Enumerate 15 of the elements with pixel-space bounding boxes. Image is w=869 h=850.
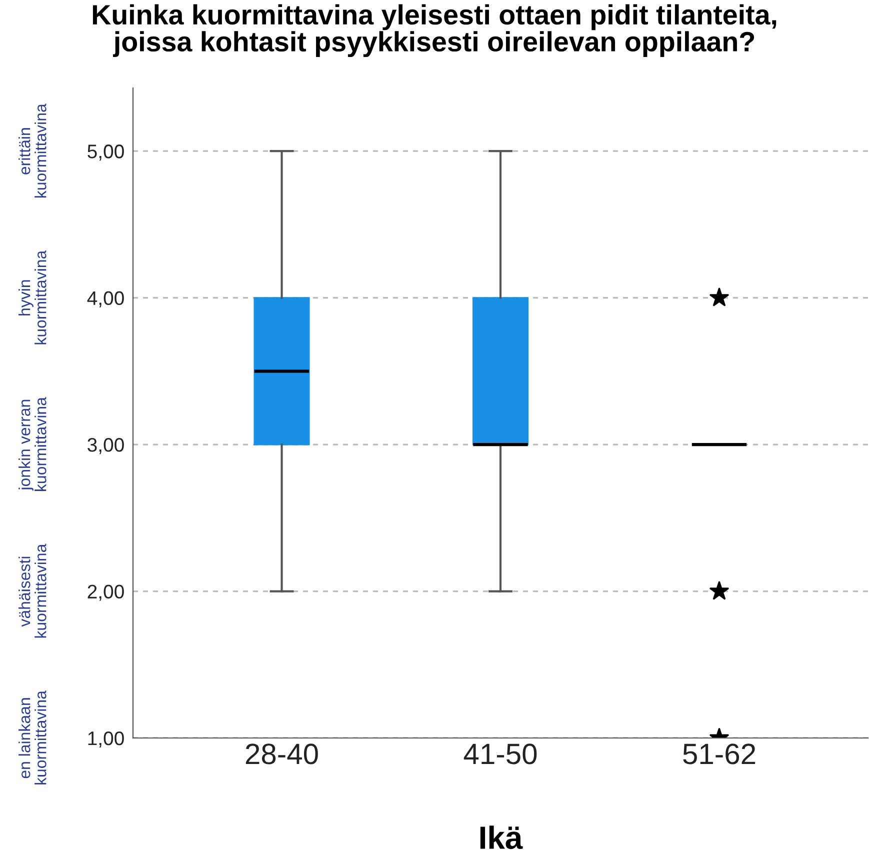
y-tick-label: 5,00 <box>88 144 124 161</box>
y-tick-label: 2,00 <box>88 584 124 601</box>
text: vähäisesti kuormittavina <box>18 544 46 638</box>
x-axis-title: Ikä <box>480 826 523 850</box>
x-tick-label: 28-40 <box>246 744 318 764</box>
text: jonkin verran kuormittavina <box>18 397 46 491</box>
y-tick-label: 4,00 <box>87 291 124 308</box>
y-tick-label: 3,00 <box>88 438 124 454</box>
text: erittäin kuormittavina <box>18 104 46 198</box>
x-tick-label: 51-62 <box>683 744 756 764</box>
text: en lainkaan kuormittavina <box>18 690 46 784</box>
text: hyvin kuormittavina <box>18 250 46 344</box>
chart-title: Kuinka kuormittavina yleisesti ottaen pidit tilanteita, joissa kohtasit psyykkisesti oireilevan oppilaan? <box>92 4 776 58</box>
y-tick-label: 1,00 <box>88 731 124 748</box>
x-tick-label: 41-50 <box>464 744 537 764</box>
